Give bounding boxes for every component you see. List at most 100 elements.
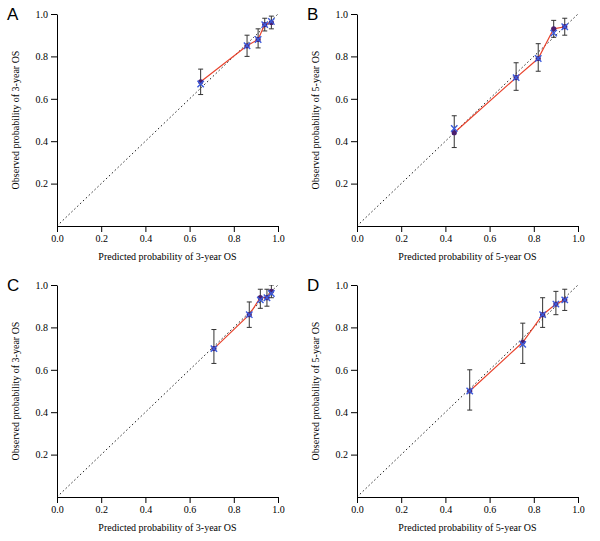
point: [246, 311, 252, 317]
x-tick-mark: [190, 226, 191, 232]
x-tick-label: 0.0: [51, 233, 64, 244]
plot-area: [357, 285, 578, 497]
y-axis-line: [57, 286, 58, 498]
x-axis-title: Predicted probability of 5-year OS: [398, 251, 536, 262]
point: [256, 37, 261, 42]
y-tick-label: 0.6: [36, 365, 49, 376]
y-tick: 0.4: [36, 407, 58, 418]
point: [244, 43, 249, 48]
y-tick-mark: [351, 455, 357, 456]
y-tick-mark: [351, 327, 357, 328]
x-tick-mark: [145, 497, 146, 503]
point: [553, 301, 558, 306]
x-tick: 0.2: [95, 497, 108, 515]
x-tick-mark: [57, 497, 58, 503]
panel-label: C: [7, 276, 19, 295]
x-tick-mark: [534, 497, 535, 503]
y-axis: 0.20.40.60.81.0: [336, 9, 358, 227]
point: [539, 311, 545, 317]
y-tick: 0.2: [336, 178, 358, 189]
y-tick: 0.8: [36, 322, 58, 333]
x-tick: 0.4: [440, 226, 453, 244]
y-axis-title: Observed probability of 3-year OS: [10, 322, 21, 461]
x-axis-line: [58, 497, 279, 498]
reference-line: [57, 14, 278, 226]
point: [562, 297, 568, 303]
y-tick-label: 0.4: [36, 136, 49, 147]
x-tick: 1.0: [272, 497, 285, 515]
series: [357, 285, 578, 497]
series: [451, 24, 568, 132]
reference-line: [57, 285, 278, 497]
x-tick-label: 0.2: [395, 504, 408, 515]
y-tick-mark: [51, 412, 57, 413]
point: [514, 75, 519, 80]
x-tick: 0.2: [395, 226, 408, 244]
y-axis: 0.20.40.60.81.0: [36, 9, 58, 227]
reference-line: [357, 285, 578, 497]
x-tick: 0.8: [228, 226, 241, 244]
calibration-line: [470, 300, 565, 391]
x-tick: 0.4: [140, 497, 153, 515]
x-axis: 0.00.20.40.60.81.0: [351, 497, 585, 515]
x-axis-line: [58, 226, 279, 227]
error-bar: [540, 298, 545, 328]
y-tick-label: 1.0: [36, 9, 49, 20]
y-tick: 0.8: [36, 51, 58, 62]
point: [244, 43, 250, 49]
reference-line: [357, 14, 578, 226]
y-tick-mark: [351, 141, 357, 142]
y-tick-mark: [51, 99, 57, 100]
x-tick-label: 0.2: [95, 233, 108, 244]
point: [520, 341, 526, 347]
panel-label: D: [307, 276, 319, 295]
y-axis-title: Observed probability of 5-year OS: [310, 322, 321, 461]
y-tick-mark: [51, 455, 57, 456]
x-tick-label: 0.4: [140, 233, 153, 244]
x-tick-mark: [490, 497, 491, 503]
x-tick-mark: [578, 497, 579, 503]
point: [562, 24, 568, 30]
plot-area: [357, 14, 578, 226]
calibration-line: [454, 27, 565, 133]
x-axis: 0.00.20.40.60.81.0: [51, 226, 285, 244]
error-bar: [467, 370, 472, 410]
y-tick-label: 0.8: [36, 322, 49, 333]
y-tick: 0.4: [36, 136, 58, 147]
y-tick: 1.0: [336, 280, 358, 291]
x-tick: 0.6: [484, 226, 497, 244]
y-tick-mark: [351, 14, 357, 15]
series: [467, 297, 568, 395]
point: [211, 346, 216, 351]
y-tick-label: 0.2: [336, 178, 349, 189]
y-tick: 0.6: [336, 365, 358, 376]
x-tick-mark: [401, 226, 402, 232]
x-tick-label: 1.0: [572, 233, 585, 244]
point: [211, 345, 217, 351]
panel: 0.00.20.40.60.81.00.20.40.60.81.0Predict…: [7, 5, 285, 262]
y-axis: 0.20.40.60.81.0: [36, 280, 58, 498]
point: [550, 30, 556, 36]
y-tick-label: 1.0: [36, 280, 49, 291]
plot-area: [57, 14, 278, 226]
x-tick-mark: [234, 226, 235, 232]
x-tick-mark: [357, 497, 358, 503]
x-tick-label: 0.4: [140, 504, 153, 515]
y-tick-mark: [51, 141, 57, 142]
calibration-line: [214, 291, 271, 348]
y-tick: 0.6: [36, 365, 58, 376]
x-axis: 0.00.20.40.60.81.0: [351, 226, 585, 244]
x-tick: 0.0: [51, 226, 64, 244]
point: [268, 18, 274, 24]
y-tick-mark: [51, 14, 57, 15]
point: [451, 125, 457, 131]
x-axis-title: Predicted probability of 5-year OS: [398, 522, 536, 533]
point: [262, 21, 268, 27]
x-tick: 0.8: [228, 497, 241, 515]
panel: 0.00.20.40.60.81.00.20.40.60.81.0Predict…: [307, 276, 585, 533]
y-tick-mark: [351, 412, 357, 413]
x-tick-label: 0.0: [51, 504, 64, 515]
y-tick-mark: [351, 184, 357, 185]
y-tick: 0.2: [36, 178, 58, 189]
x-tick-label: 0.8: [528, 233, 541, 244]
